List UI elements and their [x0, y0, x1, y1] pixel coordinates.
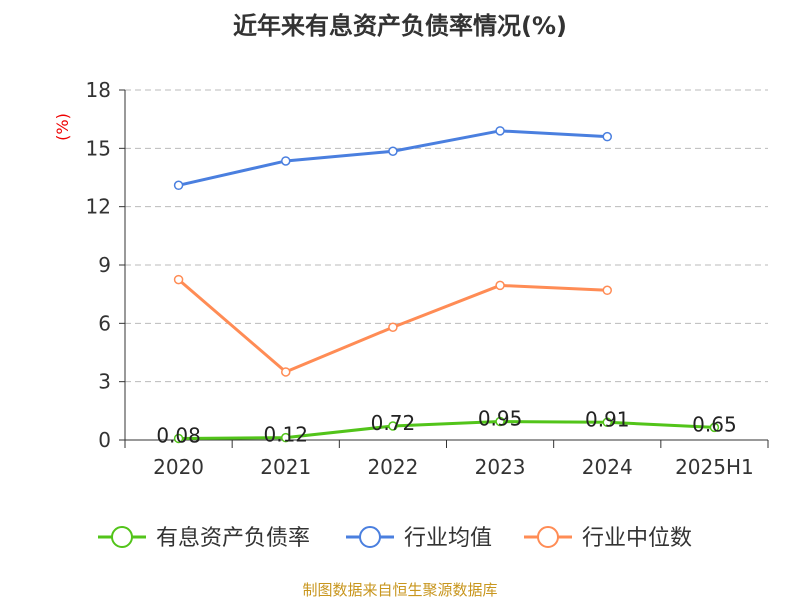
data-label: 0.65 [692, 412, 737, 436]
data-label: 0.95 [478, 407, 523, 431]
data-point [281, 367, 291, 377]
data-point [388, 146, 398, 156]
y-axis-label: (%) [53, 113, 72, 141]
legend-marker [537, 526, 559, 548]
data-label: 0.12 [263, 423, 308, 447]
data-point [495, 416, 505, 427]
legend-item: 行业中位数 [524, 526, 692, 551]
data-point [495, 280, 505, 291]
data-point [709, 422, 720, 433]
legend-item: 有息资产负债率 [98, 526, 310, 551]
y-tick-label: 0 [98, 428, 111, 452]
x-tick-label: 2020 [153, 455, 204, 479]
y-tick-label: 15 [86, 136, 111, 160]
y-tick-label: 9 [98, 253, 111, 277]
legend-label: 有息资产负债率 [156, 526, 310, 551]
series-line [178, 420, 715, 440]
data-point [281, 156, 291, 166]
data-point [281, 432, 291, 443]
y-tick-label: 6 [98, 311, 111, 335]
data-label: 0.72 [371, 411, 416, 435]
data-point [602, 417, 612, 428]
y-tick-label: 3 [98, 370, 111, 394]
x-tick-label: 2021 [260, 455, 311, 479]
legend-item: 行业均值 [346, 526, 492, 551]
x-tick-label: 2024 [582, 455, 633, 479]
legend-marker [111, 526, 133, 548]
legend-marker [359, 526, 381, 548]
x-tick-label: 2025H1 [675, 455, 754, 479]
chart-title: 近年来有息资产负债率情况(%) [233, 12, 567, 40]
data-point [495, 126, 505, 136]
series-line [178, 129, 608, 187]
data-label: 0.91 [585, 407, 630, 431]
x-tick-label: 2022 [367, 455, 418, 479]
data-point [173, 274, 184, 285]
data-point [173, 433, 184, 444]
y-tick-label: 18 [86, 78, 111, 102]
data-point [388, 421, 398, 431]
y-tick-label: 12 [86, 195, 111, 219]
data-point [602, 131, 612, 142]
data-point [388, 322, 398, 332]
legend-label: 行业中位数 [582, 526, 692, 551]
source-note: 制图数据来自恒生聚源数据库 [302, 581, 498, 599]
data-label: 0.08 [156, 423, 201, 447]
legend-label: 行业均值 [404, 526, 492, 551]
data-point [173, 180, 184, 191]
data-point [602, 285, 612, 296]
x-tick-label: 2023 [475, 455, 526, 479]
